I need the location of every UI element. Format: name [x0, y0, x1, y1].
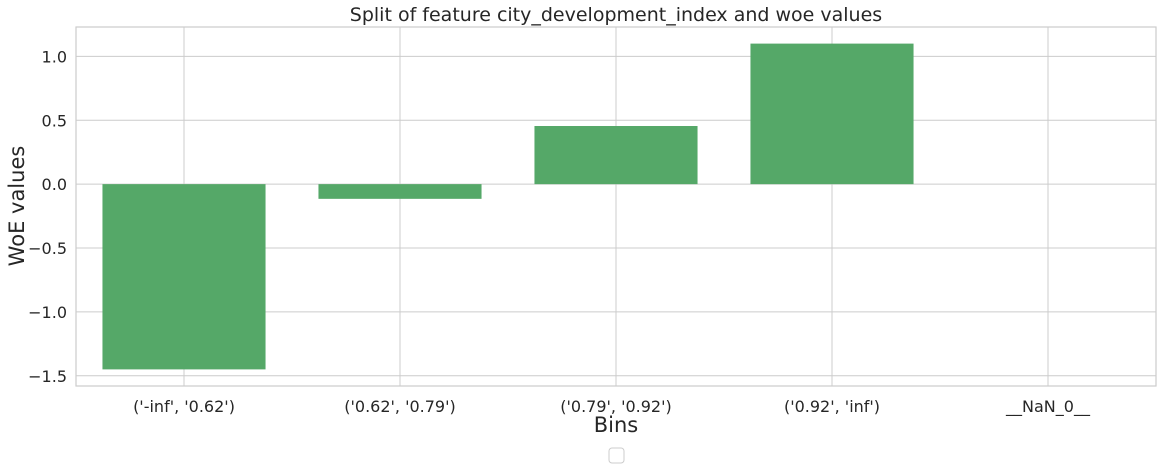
x-tick-labels: ('-inf', '0.62') ('0.62', '0.79') ('0.79',…	[133, 397, 1091, 417]
y-tick-label: −1.5	[28, 367, 67, 386]
x-tick-label: ('0.62', '0.79')	[344, 397, 456, 416]
x-tick-label: ('0.79', '0.92')	[560, 397, 672, 416]
legend	[608, 447, 625, 464]
y-tick-label: −1.0	[28, 303, 67, 322]
bar	[102, 184, 266, 370]
x-tick-label: ('0.92', 'inf')	[784, 397, 880, 416]
y-tick-labels: 1.0 0.5 0.0 −0.5 −1.0 −1.5	[28, 47, 67, 385]
bar	[318, 184, 482, 199]
y-tick-label: 1.0	[42, 47, 67, 66]
y-axis-title: WoE values	[5, 146, 29, 267]
bar	[534, 126, 698, 185]
x-tick-label: ('-inf', '0.62')	[133, 397, 235, 416]
bar	[750, 43, 914, 185]
bars-layer	[102, 43, 914, 370]
y-tick-label: 0.0	[42, 175, 67, 194]
y-tick-label: 0.5	[42, 111, 67, 130]
plot-frame	[75, 26, 1157, 387]
x-axis-title: Bins	[594, 413, 639, 437]
x-tick-label: __NaN_0__	[1005, 397, 1091, 417]
y-tick-label: −0.5	[28, 239, 67, 258]
chart-title: Split of feature city_development_index …	[350, 4, 882, 26]
